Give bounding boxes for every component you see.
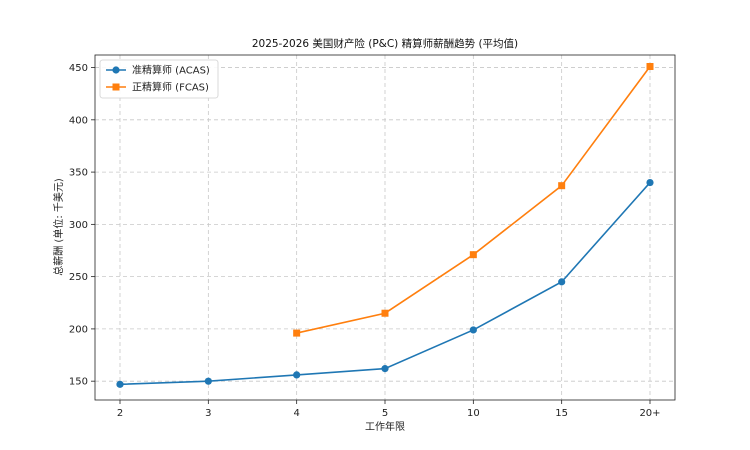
x-tick-label: 5: [382, 408, 388, 419]
chart-title: 2025-2026 美国财产险 (P&C) 精算师薪酬趋势 (平均值): [252, 37, 518, 50]
legend-box: [99, 59, 219, 99]
data-point: [204, 377, 212, 385]
axes: 2 3 4 5 10 15 20+ 150 200 250 300 350 400 450: [69, 63, 661, 419]
y-tick-label: 450: [69, 63, 88, 74]
y-tick-label: 200: [69, 324, 88, 335]
series-2: [293, 63, 654, 337]
data-point: [469, 326, 477, 334]
x-tick-label: 2: [117, 408, 123, 419]
legend-label: 正精算师 (FCAS): [132, 81, 209, 94]
legend: 准精算师 (ACAS) 正精算师 (FCAS): [99, 59, 219, 99]
data-point: [293, 371, 301, 379]
x-axis-label: 工作年限: [365, 420, 405, 433]
x-tick-label: 10: [467, 408, 480, 419]
data-point: [381, 309, 389, 317]
y-tick-label: 300: [69, 220, 88, 231]
data-point: [646, 63, 654, 70]
data-point: [558, 182, 566, 190]
legend-marker: [112, 83, 120, 91]
y-axis-label: 总薪酬 (单位: 千美元): [52, 178, 65, 276]
data-point: [469, 251, 477, 259]
data-point: [558, 278, 566, 286]
legend-item: 准精算师 (ACAS): [106, 64, 210, 77]
data-point: [116, 380, 124, 388]
legend-item: 正精算师 (FCAS): [106, 81, 209, 94]
y-tick-label: 400: [69, 115, 88, 126]
x-tick-label: 4: [293, 408, 299, 419]
legend-marker: [112, 66, 120, 74]
x-tick-label: 3: [205, 408, 211, 419]
y-tick-label: 150: [69, 377, 88, 388]
legend-label: 准精算师 (ACAS): [132, 64, 210, 77]
y-tick-label: 250: [69, 272, 88, 283]
grid: [95, 55, 675, 400]
y-tick-label: 350: [69, 168, 88, 179]
data-point: [646, 178, 654, 187]
x-tick-label: 20+: [639, 408, 660, 419]
data-point: [293, 329, 301, 337]
series-1: [116, 178, 654, 388]
series-layer: [116, 63, 654, 388]
data-point: [381, 365, 389, 373]
x-tick-label: 15: [555, 408, 568, 419]
